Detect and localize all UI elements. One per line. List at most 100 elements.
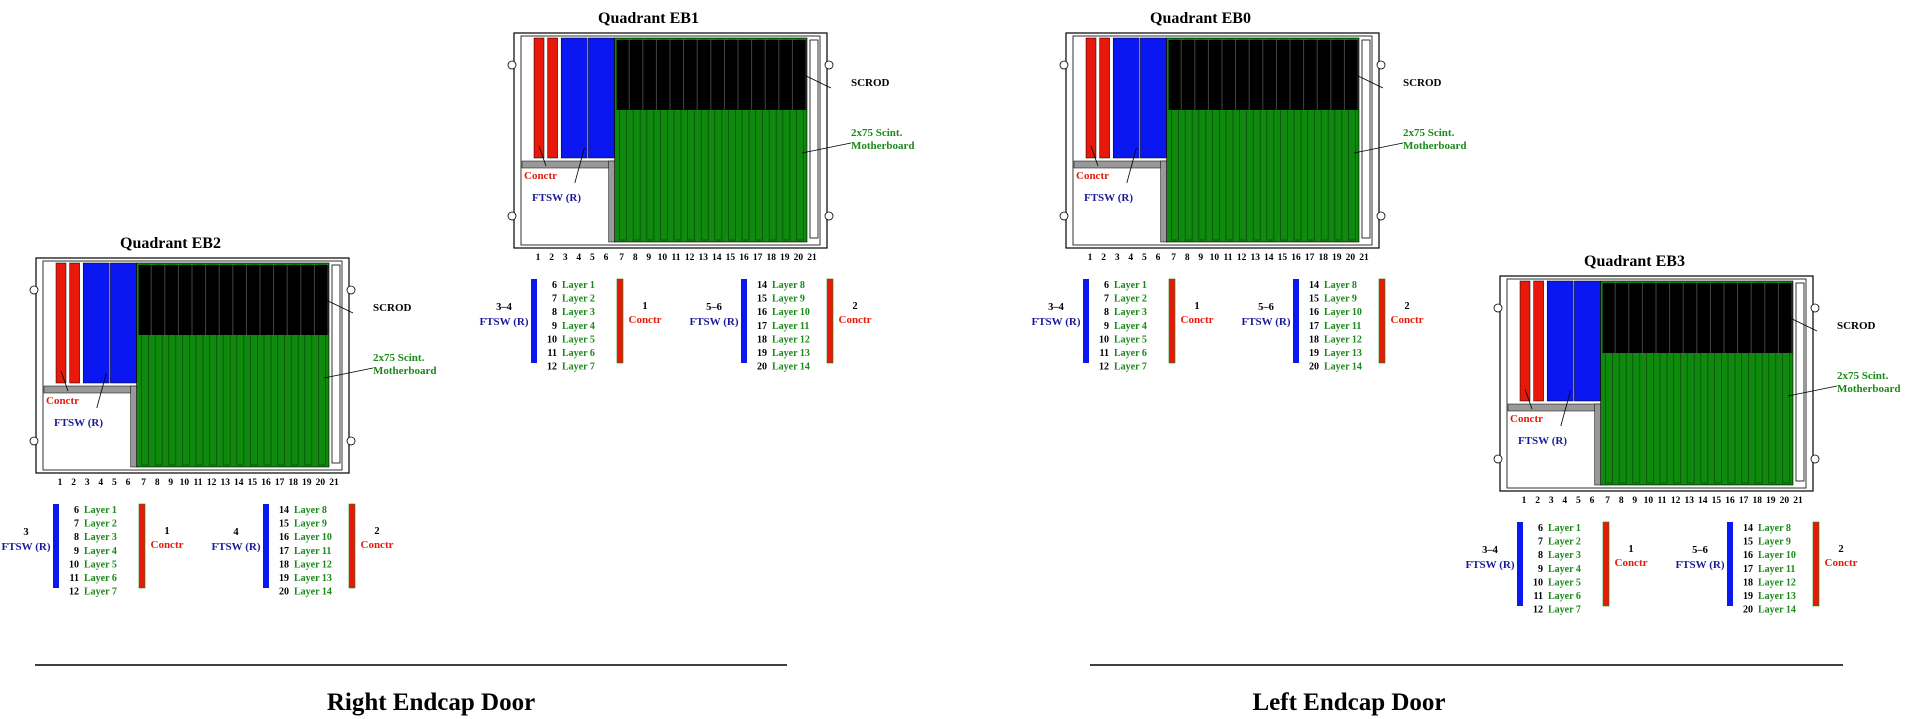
cable-layer-label: Layer 11 (1758, 564, 1795, 575)
ftsw-cable-bar (531, 279, 537, 363)
cable-slot-number: 7 (552, 294, 557, 305)
cable-slot-number: 16 (1743, 550, 1753, 561)
slot-number: 15 (248, 478, 258, 488)
cable-slot-number: 10 (1533, 577, 1543, 588)
cable-layer-label: Layer 6 (1548, 591, 1581, 602)
crate-inner-frame (1506, 278, 1807, 489)
cable-layer-label: Layer 14 (294, 587, 332, 598)
slot-number: 14 (712, 253, 722, 263)
slot-number: 17 (753, 253, 763, 263)
quadrant-title: Quadrant EB0 (1150, 10, 1251, 27)
ftsw-pointer (96, 372, 107, 409)
slot-number: 6 (1590, 496, 1595, 506)
cable-layer-label: Layer 9 (1324, 294, 1357, 305)
scrod-band (616, 40, 807, 110)
conctr-pointer (538, 145, 547, 167)
cable-layer-label: Layer 4 (1548, 564, 1581, 575)
conctr-group-label: Conctr (1615, 557, 1648, 569)
slot-number: 10 (180, 478, 190, 488)
mounting-hole (1059, 211, 1069, 221)
slot-number: 19 (302, 478, 312, 488)
mounting-hole (1493, 303, 1503, 313)
scrod-pointer (323, 298, 354, 314)
conctr-group-label: Conctr (151, 539, 184, 551)
cable-slot-number: 15 (757, 294, 767, 305)
slot-number: 21 (1793, 496, 1803, 506)
conctr-group-label: Conctr (839, 314, 872, 326)
cable-layer-label: Layer 5 (1114, 334, 1147, 345)
cable-slot-number: 9 (552, 321, 557, 332)
cable-layer-label: Layer 12 (1324, 334, 1362, 345)
cable-slot-number: 15 (279, 519, 289, 530)
slot-number: 20 (316, 478, 326, 488)
cable-layer-label: Layer 6 (562, 348, 595, 359)
cable-layer-label: Layer 3 (84, 532, 117, 543)
cable-map-table: 4 FTSW (R) 14 Layer 8 15 Layer 9 16 Layer 10 17 L… (212, 503, 394, 598)
slot-number: 21 (1359, 253, 1369, 263)
ftsw-cable-bar (1727, 522, 1733, 606)
scrod-label: SCROD (1837, 320, 1876, 332)
ftsw-pointer (1560, 390, 1571, 427)
motherboard-label-line1: 2x75 Scint. (1403, 127, 1455, 139)
slot-number: 11 (194, 478, 203, 488)
mounting-hole (346, 436, 356, 446)
ftsw-group-label: FTSW (R) (1242, 316, 1291, 328)
cable-layer-label: Layer 7 (84, 587, 117, 598)
ftsw-cable-bar (741, 279, 747, 363)
slot-number: 1 (536, 253, 541, 263)
slot-number: 3 (1115, 253, 1120, 263)
cable-layer-label: Layer 14 (1758, 605, 1796, 616)
motherboard-label-line1: 2x75 Scint. (851, 127, 903, 139)
conctr-group-number: 2 (852, 301, 857, 312)
conctr-group-label: Conctr (629, 314, 662, 326)
cable-layer-label: Layer 6 (84, 573, 117, 584)
conctr-crate-label: Conctr (46, 395, 79, 407)
crate-inner-frame (42, 260, 343, 471)
cable-slot-number: 14 (1309, 280, 1319, 291)
cable-slot-number: 15 (1309, 294, 1319, 305)
slot-number: 4 (98, 478, 103, 488)
concentrator-board (55, 262, 67, 384)
cable-layer-label: Layer 5 (562, 334, 595, 345)
cable-layer-label: Layer 4 (1114, 321, 1147, 332)
ftsw-board (1140, 37, 1167, 159)
cable-slot-number: 19 (1309, 348, 1319, 359)
slot-number: 21 (807, 253, 817, 263)
quadrant-title: Quadrant EB1 (598, 10, 699, 27)
crate-inner-frame (520, 35, 821, 246)
cable-layer-label: Layer 3 (1548, 550, 1581, 561)
ftsw-group-label: FTSW (R) (690, 316, 739, 328)
slot-number: 11 (1658, 496, 1667, 506)
slot-21-board (1361, 39, 1371, 239)
slot-number: 8 (1185, 253, 1190, 263)
conctr-crate-label: Conctr (1510, 413, 1543, 425)
mounting-hole (1493, 454, 1503, 464)
slot-number: 7 (619, 253, 624, 263)
slot-number: 18 (288, 478, 298, 488)
slot-number: 7 (1605, 496, 1610, 506)
ftsw-board (588, 37, 615, 159)
ftsw-group-label: FTSW (R) (480, 316, 529, 328)
cable-layer-label: Layer 13 (1324, 348, 1362, 359)
slot-number: 15 (1278, 253, 1288, 263)
conctr-group-label: Conctr (361, 539, 394, 551)
motherboard-label-line1: 2x75 Scint. (1837, 370, 1889, 382)
concentrator-board (1519, 280, 1531, 402)
slot-number: 18 (1752, 496, 1762, 506)
cable-layer-label: Layer 4 (84, 546, 117, 557)
cable-layer-label: Layer 9 (1758, 537, 1791, 548)
mounting-hole (346, 285, 356, 295)
mounting-hole (1059, 60, 1069, 70)
slot-number: 10 (1210, 253, 1220, 263)
slot-number: 3 (85, 478, 90, 488)
slot-number: 5 (1576, 496, 1581, 506)
slot-number: 1 (58, 478, 63, 488)
slot-number: 2 (1101, 253, 1106, 263)
conctr-pointer (60, 370, 69, 392)
mounting-hole (507, 60, 517, 70)
motherboard-pointer (1353, 142, 1404, 154)
slot-number: 12 (685, 253, 695, 263)
conctr-cable-bar (1602, 521, 1610, 607)
